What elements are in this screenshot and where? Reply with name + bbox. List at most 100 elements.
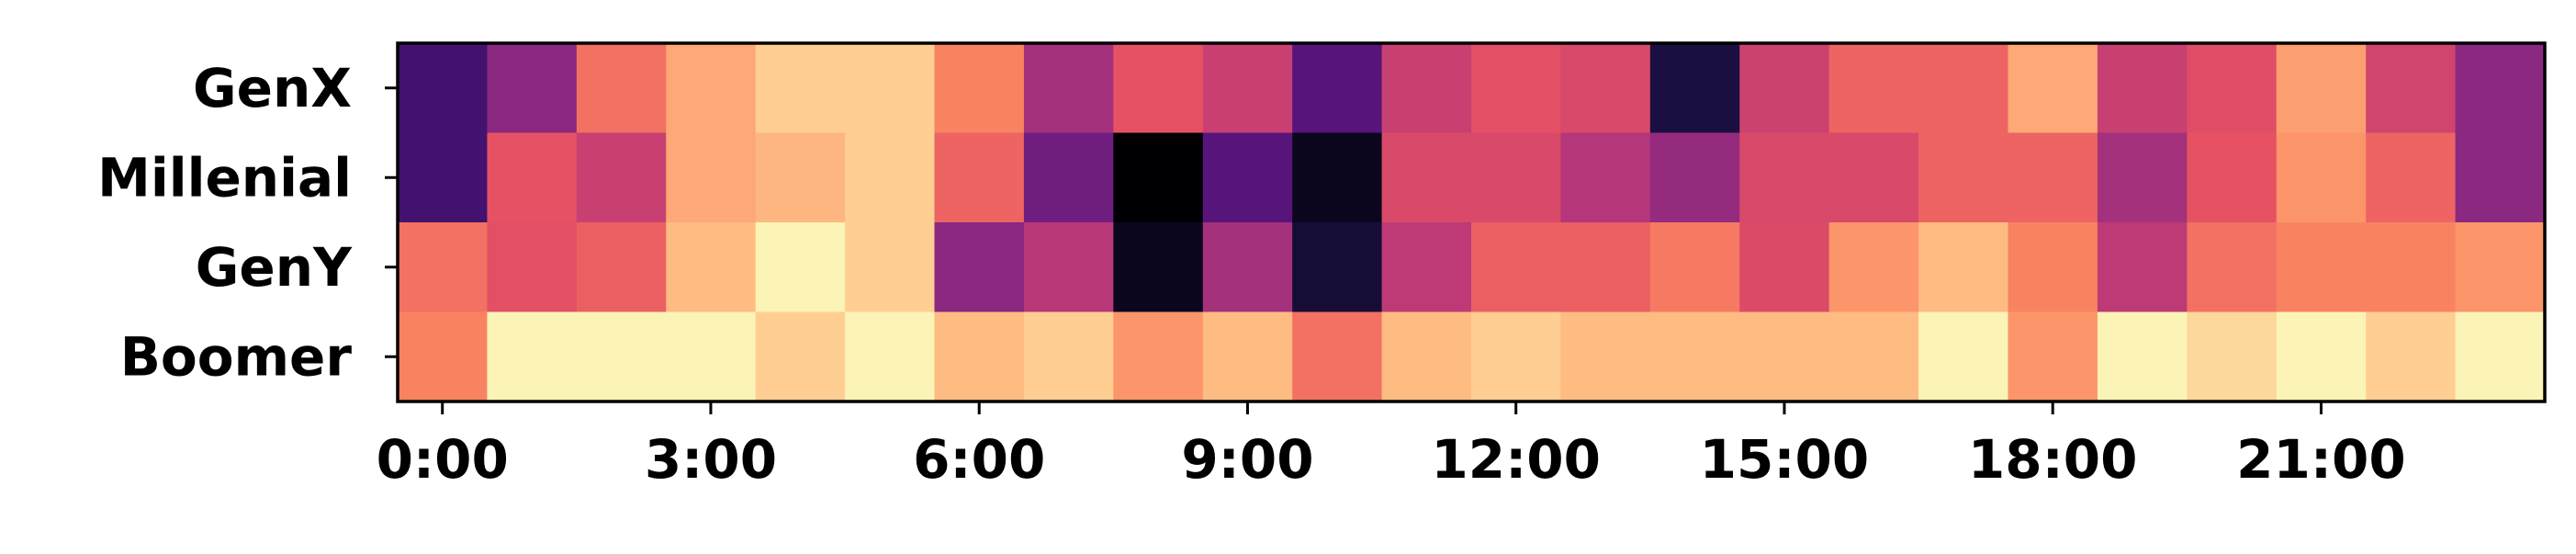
y-tick-label: GenY bbox=[196, 236, 353, 299]
heatmap-cell bbox=[1023, 132, 1114, 223]
heatmap-cell bbox=[1828, 132, 1919, 223]
heatmap-cell bbox=[2276, 132, 2367, 223]
heatmap-cell bbox=[2097, 222, 2188, 313]
heatmap-cell bbox=[1202, 43, 1293, 134]
heatmap-cell bbox=[1918, 311, 2009, 402]
heatmap-cell bbox=[2008, 311, 2098, 402]
heatmap-cell bbox=[1918, 132, 2009, 223]
heatmap-cell bbox=[1739, 222, 1830, 313]
x-tick-label: 6:00 bbox=[913, 428, 1045, 491]
heatmap-cell bbox=[2097, 311, 2188, 402]
heatmap-cell bbox=[398, 132, 489, 223]
heatmap-cell bbox=[1023, 311, 1114, 402]
heatmap-cell bbox=[1828, 222, 1919, 313]
heatmap-cell bbox=[755, 132, 846, 223]
x-tick-label: 3:00 bbox=[645, 428, 777, 491]
heatmap-cell bbox=[487, 132, 578, 223]
heatmap-cell bbox=[2455, 222, 2546, 313]
heatmap-cell bbox=[2455, 43, 2546, 134]
heatmap-cell bbox=[1560, 132, 1651, 223]
heatmap-cell bbox=[2187, 222, 2278, 313]
plot-frame bbox=[396, 41, 2547, 403]
heatmap-cell bbox=[1292, 132, 1383, 223]
y-tick-label: Boomer bbox=[120, 325, 353, 388]
heatmap-cell bbox=[1202, 222, 1293, 313]
heatmap-cell bbox=[1471, 311, 1562, 402]
heatmap-cell bbox=[2008, 132, 2098, 223]
heatmap-cell bbox=[2366, 311, 2457, 402]
heatmap-cell bbox=[1023, 43, 1114, 134]
heatmap-cell bbox=[576, 132, 667, 223]
heatmap-cell bbox=[2097, 43, 2188, 134]
heatmap-cell bbox=[576, 43, 667, 134]
heatmap-cell bbox=[1918, 222, 2009, 313]
heatmap-cell bbox=[1828, 311, 1919, 402]
heatmap-cell bbox=[1560, 43, 1651, 134]
heatmap-cell bbox=[666, 43, 757, 134]
heatmap-cell bbox=[755, 222, 846, 313]
heatmap-cell bbox=[1649, 132, 1740, 223]
heatmap-cell bbox=[487, 43, 578, 134]
heatmap-cell bbox=[487, 311, 578, 402]
heatmap-cell bbox=[934, 311, 1025, 402]
heatmap-cell bbox=[845, 132, 936, 223]
heatmap-cell bbox=[1649, 43, 1740, 134]
heatmap-cell bbox=[1471, 43, 1562, 134]
heatmap-cell bbox=[2366, 132, 2457, 223]
heatmap-cell bbox=[1381, 43, 1472, 134]
heatmap-cell bbox=[1113, 311, 1204, 402]
heatmap-cell bbox=[2276, 43, 2367, 134]
heatmap-cell bbox=[2008, 222, 2098, 313]
heatmap-cell bbox=[2008, 43, 2098, 134]
heatmap-cell bbox=[1292, 311, 1383, 402]
x-tick-label: 18:00 bbox=[1968, 428, 2138, 491]
heatmap-cell bbox=[1113, 43, 1204, 134]
heatmap-cell bbox=[1649, 222, 1740, 313]
heatmap-cell bbox=[1918, 43, 2009, 134]
heatmap-cell bbox=[1739, 311, 1830, 402]
heatmap-cell bbox=[755, 43, 846, 134]
heatmap-cell bbox=[666, 311, 757, 402]
x-axis: 0:00 3:00 6:00 9:00 12:00 15:00 18:00 21:00 bbox=[377, 401, 2406, 491]
heatmap-cell bbox=[1202, 132, 1293, 223]
heatmap-cell bbox=[2455, 311, 2546, 402]
heatmap-cell bbox=[934, 132, 1025, 223]
heatmap-cell bbox=[2366, 43, 2457, 134]
heatmap-cell bbox=[1560, 222, 1651, 313]
heatmap-cell bbox=[576, 222, 667, 313]
heatmap-cell bbox=[2276, 311, 2367, 402]
heatmap-cell bbox=[487, 222, 578, 313]
x-tick-label: 0:00 bbox=[377, 428, 509, 491]
heatmap-cell bbox=[1292, 43, 1383, 134]
heatmap-cell bbox=[1113, 132, 1204, 223]
heatmap-cell bbox=[2097, 132, 2188, 223]
heatmap-cell bbox=[1649, 311, 1740, 402]
heatmap-cell bbox=[2187, 43, 2278, 134]
heatmap-cell bbox=[2187, 311, 2278, 402]
heatmap-cell bbox=[2276, 222, 2367, 313]
heatmap-cell bbox=[1381, 132, 1472, 223]
heatmap-cell bbox=[2455, 132, 2546, 223]
heatmap-cell bbox=[576, 311, 667, 402]
heatmap-cell bbox=[666, 132, 757, 223]
heatmap-cell bbox=[1381, 311, 1472, 402]
heatmap-cell bbox=[398, 43, 489, 134]
x-tick-label: 12:00 bbox=[1431, 428, 1601, 491]
y-tick-label: GenX bbox=[193, 57, 352, 119]
heatmap-cell bbox=[398, 222, 489, 313]
heatmap-cell bbox=[2366, 222, 2457, 313]
heatmap-cells bbox=[398, 43, 2546, 402]
heatmap-cell bbox=[845, 43, 936, 134]
y-axis: GenX Millenial GenY Boomer bbox=[97, 57, 398, 388]
heatmap-cell bbox=[845, 222, 936, 313]
heatmap-cell bbox=[845, 311, 936, 402]
heatmap-cell bbox=[2187, 132, 2278, 223]
heatmap-cell bbox=[755, 311, 846, 402]
heatmap-cell bbox=[666, 222, 757, 313]
heatmap-cell bbox=[1292, 222, 1383, 313]
heatmap-cell bbox=[1471, 222, 1562, 313]
heatmap-cell bbox=[1739, 43, 1830, 134]
x-tick-label: 9:00 bbox=[1181, 428, 1313, 491]
y-tick-label: Millenial bbox=[97, 146, 352, 209]
heatmap-cell bbox=[1381, 222, 1472, 313]
